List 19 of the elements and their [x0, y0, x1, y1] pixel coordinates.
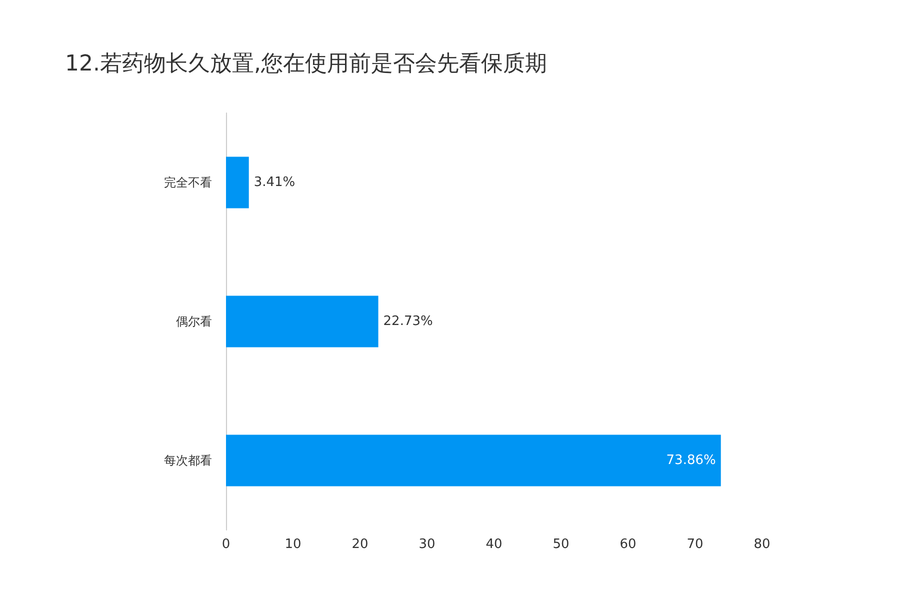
chart-title: 12.若药物长久放置,您在使用前是否会先看保质期 [65, 52, 547, 76]
bar [226, 434, 721, 486]
y-tick-label: 每次都看 [164, 454, 212, 468]
x-tick-label: 0 [222, 537, 230, 552]
x-tick-label: 20 [352, 537, 368, 552]
data-label: 3.41% [254, 175, 296, 190]
x-tick-label: 10 [284, 537, 302, 552]
x-tick-label: 50 [552, 537, 570, 552]
x-tick-label: 60 [620, 537, 636, 552]
x-tick-label: 70 [686, 537, 704, 552]
y-tick-label: 完全不看 [164, 176, 212, 190]
data-label: 22.73% [383, 314, 433, 329]
bar [226, 156, 249, 208]
bar [226, 296, 378, 348]
x-tick-label: 30 [418, 537, 436, 552]
x-tick-label: 40 [486, 537, 502, 552]
x-tick-label: 80 [754, 537, 770, 552]
y-tick-label: 偶尔看 [176, 314, 212, 328]
data-label: 73.86% [666, 453, 716, 468]
